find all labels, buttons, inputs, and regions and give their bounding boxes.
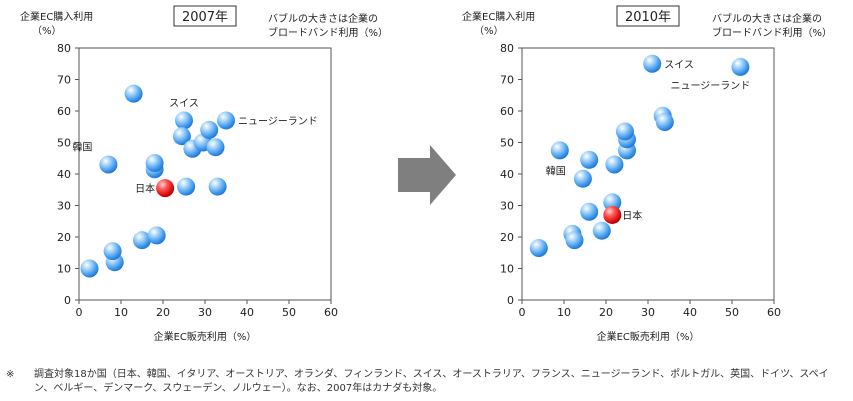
year-title-box bbox=[616, 5, 680, 27]
x-tick-label: 40 bbox=[683, 306, 697, 319]
point-label: スイス bbox=[169, 98, 199, 109]
x-tick-label: 50 bbox=[725, 306, 739, 319]
data-point bbox=[217, 111, 235, 130]
data-point bbox=[731, 57, 750, 76]
bubble-size-note-line2: ブロードバンド利用（%） bbox=[712, 26, 832, 39]
data-point bbox=[99, 155, 118, 174]
x-tick-label: 60 bbox=[324, 306, 338, 319]
y-tick-label: 0 bbox=[507, 294, 514, 307]
data-point bbox=[550, 141, 569, 160]
footnote-text: 調査対象18か国（日本、韓国、イタリア、オーストリア、オランダ、フィンランド、ス… bbox=[34, 369, 829, 394]
data-point bbox=[580, 202, 599, 221]
y-tick-label: 50 bbox=[500, 137, 514, 150]
data-point bbox=[145, 153, 164, 172]
data-point bbox=[592, 221, 611, 240]
data-point bbox=[605, 155, 624, 174]
chart-2010: 0 10 20 30 40 50 60 0 10 20 30 40 50 60 70 80 2010年 企業EC購… bbox=[462, 5, 832, 343]
x-tick-label: 10 bbox=[557, 306, 571, 319]
point-label: 日本 bbox=[622, 209, 642, 222]
y-tick-label: 10 bbox=[57, 263, 71, 276]
data-point bbox=[103, 242, 122, 261]
x-axis-label: 企業EC販売利用（%） bbox=[154, 330, 257, 343]
y-axis-label: 企業EC購入利用 bbox=[20, 10, 93, 23]
year-title-box bbox=[173, 5, 237, 27]
y-tick-label: 0 bbox=[64, 294, 71, 307]
data-point bbox=[200, 120, 219, 139]
y-tick-label: 30 bbox=[57, 200, 71, 213]
point-label: スイス bbox=[664, 60, 694, 71]
year-title: 2007年 bbox=[182, 10, 228, 25]
y-axis-unit: （%） bbox=[32, 25, 62, 37]
data-point bbox=[175, 111, 193, 130]
point-label: ニュージーランド bbox=[670, 80, 750, 92]
data-point bbox=[603, 193, 622, 212]
y-tick-label: 50 bbox=[57, 137, 71, 150]
x-tick-label: 40 bbox=[240, 306, 254, 319]
y-tick-label: 30 bbox=[500, 200, 514, 213]
x-tick-label: 50 bbox=[282, 306, 296, 319]
x-tick-label: 10 bbox=[114, 306, 128, 319]
data-point bbox=[124, 84, 143, 103]
y-tick-label: 80 bbox=[500, 42, 514, 55]
bubble-size-note-line2: ブロードバンド利用（%） bbox=[268, 26, 388, 39]
y-tick-label: 40 bbox=[57, 168, 71, 181]
point-label: 日本 bbox=[135, 182, 155, 195]
bubble-size-note: バブルの大きさは企業の bbox=[268, 12, 378, 25]
data-point bbox=[172, 127, 191, 146]
point-label: 韓国 bbox=[72, 142, 92, 154]
data-point bbox=[643, 54, 662, 73]
footnote-mark: ※ bbox=[6, 369, 15, 380]
data-point bbox=[655, 113, 674, 132]
data-point bbox=[133, 231, 151, 250]
y-tick-label: 80 bbox=[57, 42, 71, 55]
x-tick-label: 30 bbox=[641, 306, 655, 319]
y-axis-unit: （%） bbox=[474, 25, 504, 37]
x-tick-label: 30 bbox=[198, 306, 212, 319]
data-point bbox=[206, 138, 225, 157]
x-axis-label: 企業EC販売利用（%） bbox=[597, 330, 700, 343]
x-tick-label: 20 bbox=[156, 306, 170, 319]
data-point bbox=[529, 239, 548, 258]
point-label: ニュージーランド bbox=[238, 115, 318, 127]
data-point bbox=[80, 259, 99, 278]
x-tick-label: 60 bbox=[767, 306, 781, 319]
point-label: 韓国 bbox=[546, 165, 566, 177]
y-tick-label: 20 bbox=[500, 231, 514, 244]
x-tick-label: 20 bbox=[599, 306, 613, 319]
data-point bbox=[147, 226, 166, 245]
data-point bbox=[177, 177, 196, 196]
y-tick-label: 10 bbox=[500, 263, 514, 276]
data-point-japan bbox=[603, 205, 622, 224]
y-tick-label: 70 bbox=[500, 74, 514, 87]
data-point bbox=[580, 150, 599, 169]
data-point-japan bbox=[156, 179, 175, 198]
data-point bbox=[615, 122, 634, 141]
data-point bbox=[573, 169, 592, 188]
x-tick-label: 0 bbox=[76, 306, 83, 319]
right-arrow-icon bbox=[398, 145, 456, 205]
y-tick-label: 20 bbox=[57, 231, 71, 244]
bubble-size-note: バブルの大きさは企業の bbox=[712, 12, 822, 25]
chart-2007: 0 10 20 30 40 50 60 0 10 20 30 40 50 60 70 80 2007年 企業EC購… bbox=[20, 5, 388, 343]
arrow-shape bbox=[398, 145, 456, 205]
y-tick-label: 40 bbox=[500, 168, 514, 181]
y-tick-label: 60 bbox=[500, 105, 514, 118]
year-title: 2010年 bbox=[625, 10, 671, 25]
data-point bbox=[208, 177, 227, 196]
x-tick-label: 0 bbox=[519, 306, 526, 319]
data-point bbox=[565, 231, 584, 250]
y-tick-label: 70 bbox=[57, 74, 71, 87]
y-tick-label: 60 bbox=[57, 105, 71, 118]
y-axis-label: 企業EC購入利用 bbox=[462, 10, 535, 23]
